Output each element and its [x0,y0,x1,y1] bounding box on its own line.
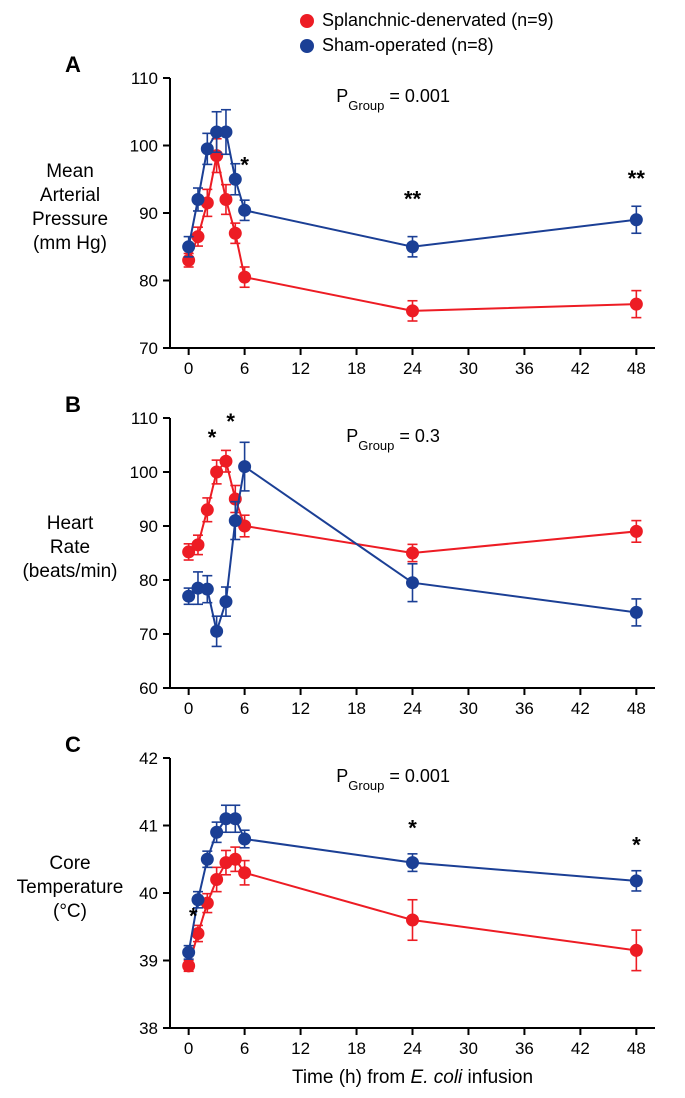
svg-text:80: 80 [139,571,158,590]
svg-text:42: 42 [571,1039,590,1058]
svg-text:24: 24 [403,699,422,718]
svg-text:60: 60 [139,679,158,698]
svg-text:70: 70 [139,625,158,644]
legend: Splanchnic-denervated (n=9) Sham-operate… [300,10,554,60]
svg-text:Mean: Mean [46,161,94,182]
svg-text:0: 0 [184,1039,193,1058]
svg-text:6: 6 [240,699,249,718]
svg-text:Pressure: Pressure [32,209,108,230]
svg-text:0: 0 [184,359,193,378]
svg-text:12: 12 [291,359,310,378]
svg-text:18: 18 [347,1039,366,1058]
svg-text:**: ** [404,186,422,211]
svg-text:110: 110 [131,69,158,88]
chart-svg: A 70 80 90 100 110 0 6 12 18 24 30 36 42 48 Mean Arteria… [0,0,685,1098]
svg-text:0: 0 [184,699,193,718]
svg-text:Arterial: Arterial [40,185,100,206]
svg-text:100: 100 [130,463,158,482]
svg-text:30: 30 [459,1039,478,1058]
svg-text:90: 90 [139,517,158,536]
svg-text:*: * [208,425,217,450]
svg-text:(beats/min): (beats/min) [22,561,117,582]
svg-text:6: 6 [240,359,249,378]
legend-label: Splanchnic-denervated (n=9) [322,10,554,31]
svg-text:**: ** [628,166,646,191]
svg-text:Rate: Rate [50,537,90,558]
svg-text:48: 48 [627,699,646,718]
svg-text:39: 39 [139,952,158,971]
svg-text:41: 41 [139,817,158,836]
legend-label: Sham-operated (n=8) [322,35,494,56]
svg-text:24: 24 [403,1039,422,1058]
svg-text:42: 42 [571,699,590,718]
legend-marker-blue [300,39,314,53]
svg-text:36: 36 [515,359,534,378]
svg-text:24: 24 [403,359,422,378]
legend-item: Splanchnic-denervated (n=9) [300,10,554,31]
svg-text:Core: Core [49,853,90,874]
svg-text:6: 6 [240,1039,249,1058]
svg-text:Heart: Heart [47,513,94,534]
svg-text:36: 36 [515,699,534,718]
svg-text:C: C [65,732,81,757]
svg-text:*: * [226,409,235,434]
svg-text:30: 30 [459,699,478,718]
svg-text:*: * [408,816,417,841]
svg-text:48: 48 [627,1039,646,1058]
svg-text:90: 90 [139,204,158,223]
svg-text:80: 80 [139,272,158,291]
svg-text:42: 42 [139,749,158,768]
svg-text:(mm Hg): (mm Hg) [33,233,107,254]
svg-text:12: 12 [291,699,310,718]
svg-text:42: 42 [571,359,590,378]
svg-text:48: 48 [627,359,646,378]
svg-text:30: 30 [459,359,478,378]
svg-text:40: 40 [139,884,158,903]
svg-text:12: 12 [291,1039,310,1058]
svg-text:(°C): (°C) [53,901,87,922]
svg-text:70: 70 [139,339,158,358]
svg-text:18: 18 [347,699,366,718]
legend-item: Sham-operated (n=8) [300,35,554,56]
svg-text:B: B [65,392,81,417]
svg-text:PGroup = 0.001: PGroup = 0.001 [336,766,450,793]
svg-text:PGroup = 0.3: PGroup = 0.3 [346,426,440,453]
svg-text:Time (h) from E. coli infusion: Time (h) from E. coli infusion [292,1067,533,1088]
svg-text:18: 18 [347,359,366,378]
svg-text:36: 36 [515,1039,534,1058]
figure-container: Splanchnic-denervated (n=9) Sham-operate… [0,0,685,1098]
svg-text:*: * [189,903,198,928]
svg-text:100: 100 [130,137,158,156]
svg-text:Temperature: Temperature [17,877,124,898]
svg-text:*: * [632,833,641,858]
svg-text:*: * [240,153,249,178]
svg-text:38: 38 [139,1019,158,1038]
svg-text:A: A [65,52,81,77]
svg-text:PGroup = 0.001: PGroup = 0.001 [336,86,450,113]
legend-marker-red [300,14,314,28]
svg-text:110: 110 [131,409,158,428]
